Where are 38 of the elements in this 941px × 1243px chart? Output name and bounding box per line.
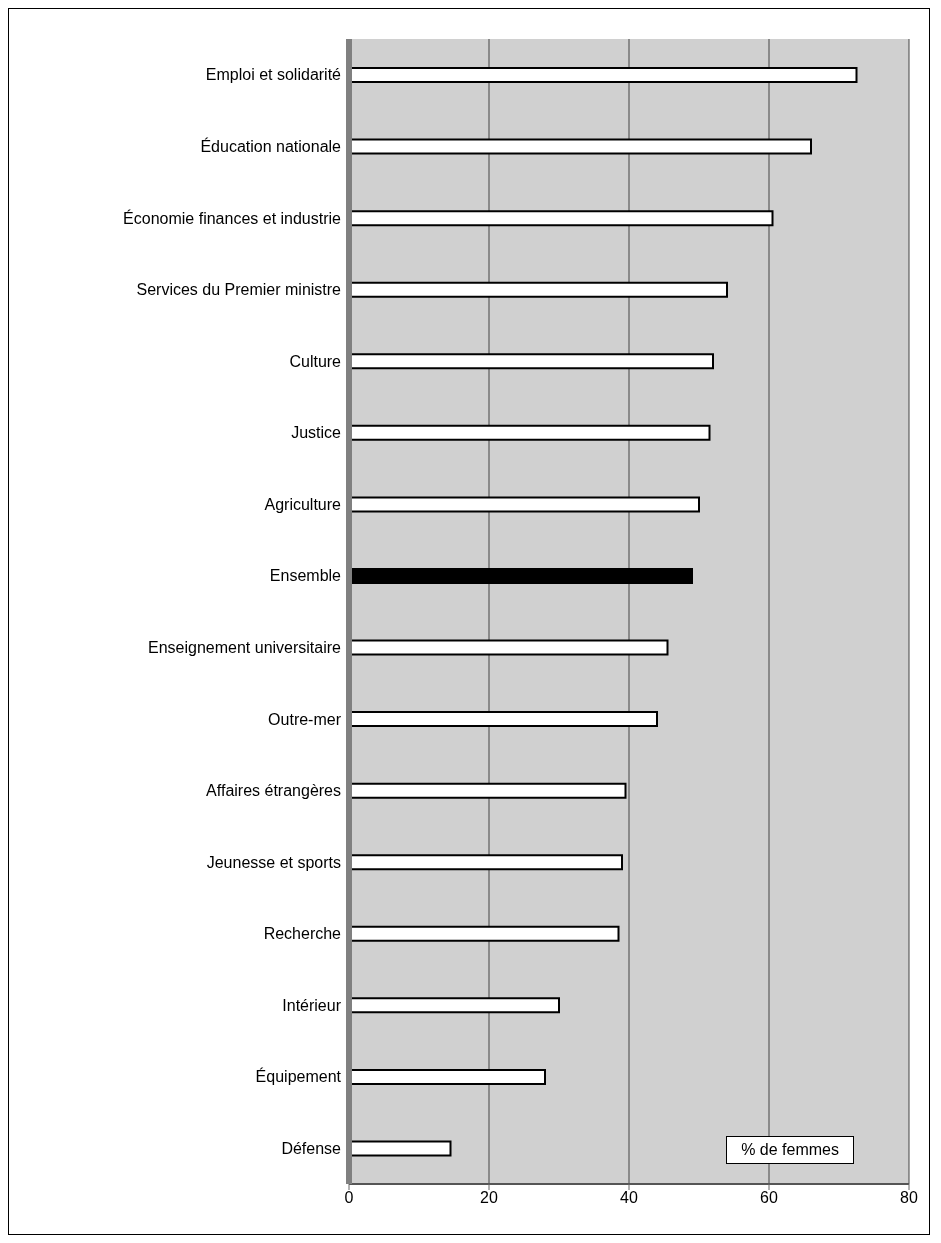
y-tick-label: Jeunesse et sports bbox=[206, 853, 341, 871]
x-tick-label: 80 bbox=[900, 1189, 918, 1207]
y-tick-label: Justice bbox=[291, 424, 342, 442]
bar bbox=[349, 210, 774, 227]
y-tick-label: Outre-mer bbox=[268, 710, 342, 728]
bar bbox=[349, 1068, 546, 1085]
bar bbox=[349, 67, 858, 83]
y-tick-label: Économie finances et industrie bbox=[123, 208, 342, 227]
bar bbox=[349, 854, 623, 871]
bar bbox=[349, 281, 728, 298]
bar bbox=[349, 353, 714, 370]
y-tick-label: Agriculture bbox=[264, 495, 342, 513]
bar bbox=[349, 424, 711, 441]
y-tick-label: Ensemble bbox=[269, 567, 342, 585]
bar bbox=[349, 925, 620, 942]
bar bbox=[349, 567, 693, 584]
y-tick-label: Enseignement universitaire bbox=[148, 638, 342, 656]
annotation: % de femmes bbox=[726, 1136, 854, 1164]
x-tick-label: 60 bbox=[760, 1189, 778, 1207]
bar bbox=[349, 1140, 452, 1157]
y-tick-label: Défense bbox=[281, 1139, 342, 1157]
y-tick-label: Éducation nationale bbox=[200, 137, 342, 156]
y-tick-label: Affaires étrangères bbox=[206, 782, 341, 800]
y-tick-label: Culture bbox=[289, 352, 342, 370]
y-tick-label: Emploi et solidarité bbox=[205, 66, 342, 84]
bar bbox=[349, 138, 812, 155]
y-tick-label: Services du Premier ministre bbox=[136, 281, 342, 299]
x-tick-label: 20 bbox=[480, 1189, 498, 1207]
x-tick-label: 0 bbox=[344, 1189, 354, 1207]
bar bbox=[349, 997, 560, 1014]
y-tick-label: Équipement bbox=[255, 1067, 342, 1086]
bar bbox=[349, 639, 669, 656]
bar bbox=[349, 782, 627, 799]
y-tick-label: Intérieur bbox=[282, 996, 342, 1014]
y-tick-label: Recherche bbox=[263, 925, 342, 943]
x-tick-label: 40 bbox=[620, 1189, 638, 1207]
bar bbox=[349, 496, 700, 513]
bar bbox=[349, 711, 658, 728]
